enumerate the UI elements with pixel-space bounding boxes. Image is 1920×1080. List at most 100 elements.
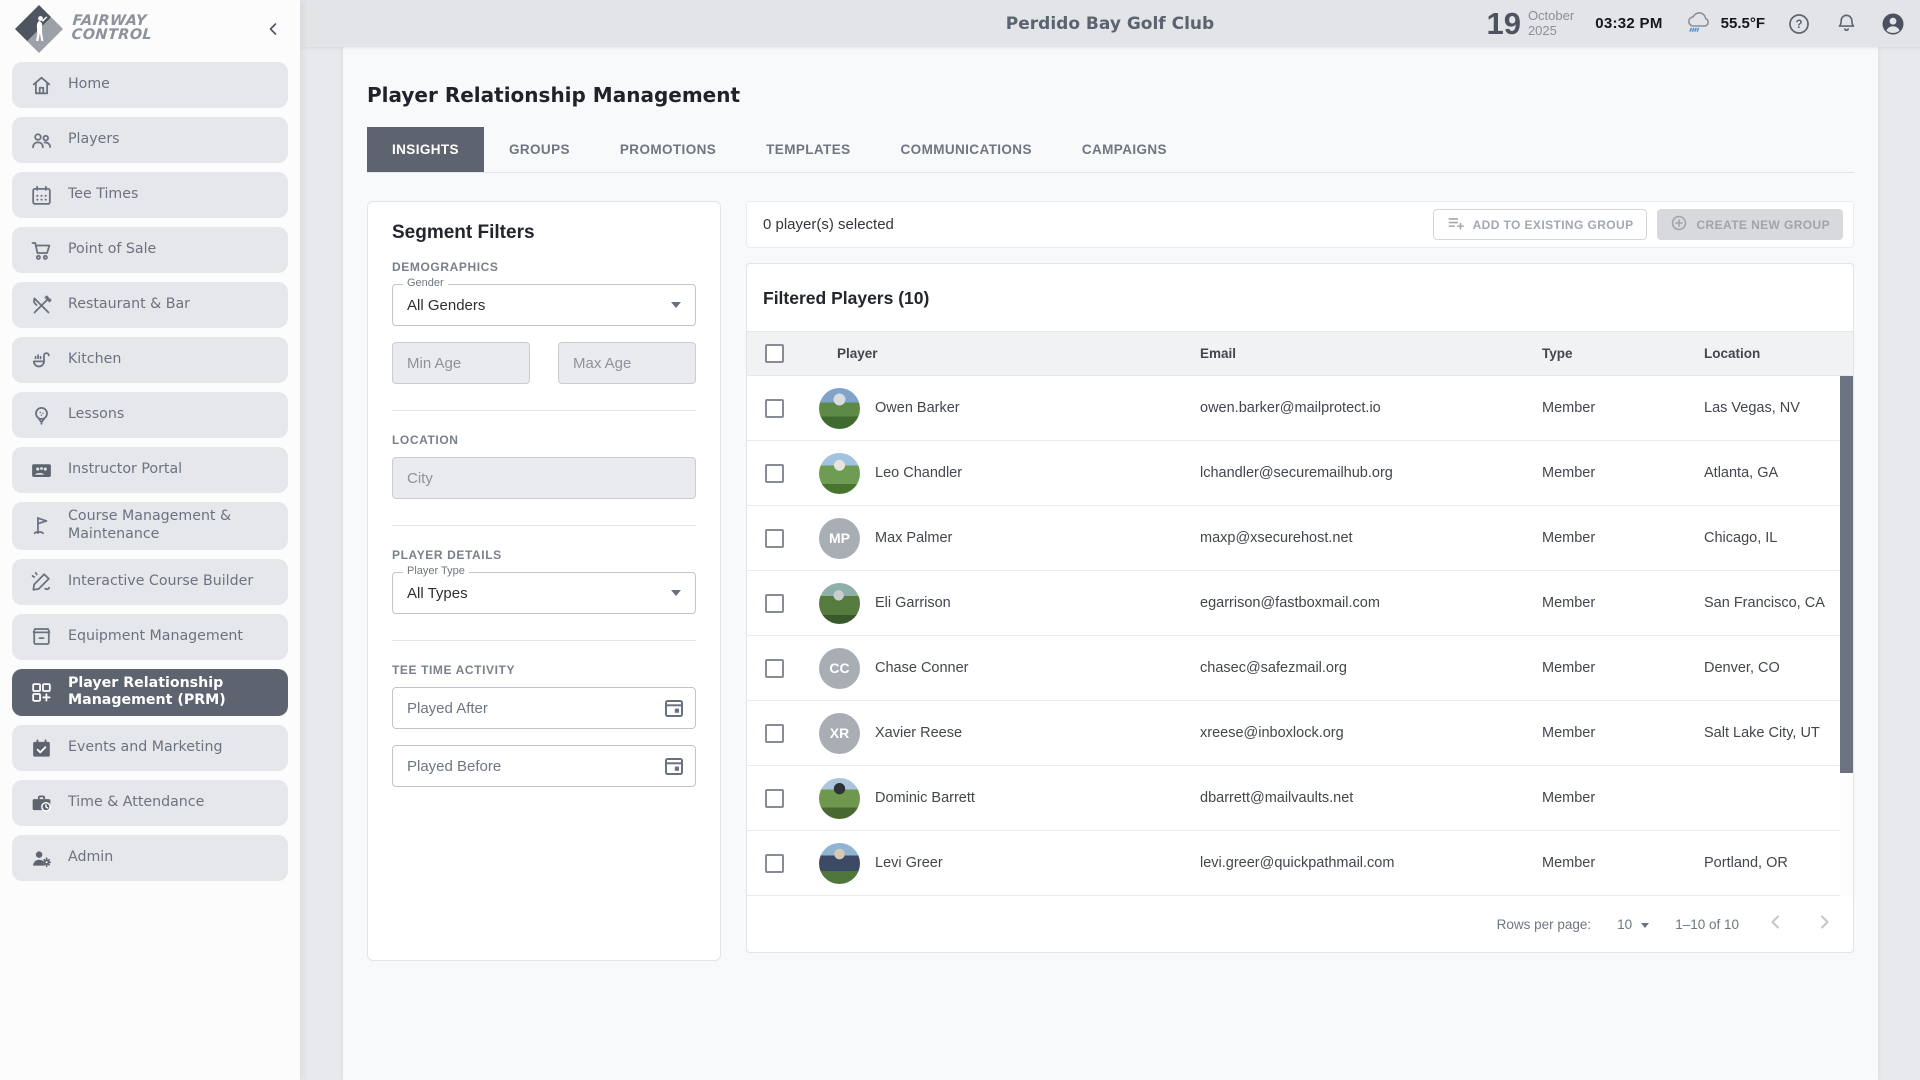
player-email: egarrison@fastboxmail.com (1200, 595, 1380, 611)
shopping-cart-icon (27, 236, 55, 264)
sidebar-item-equipment-management[interactable]: Equipment Management (12, 613, 288, 660)
player-email: chasec@safezmail.org (1200, 660, 1347, 676)
tab-campaigns[interactable]: CAMPAIGNS (1081, 142, 1167, 157)
row-checkbox[interactable] (765, 593, 784, 613)
table-row[interactable]: Leo Chandler lchandler@securemailhub.org… (747, 441, 1853, 506)
sidebar-item-time-attendance[interactable]: Time & Attendance (12, 780, 288, 826)
sidebar-item-events-marketing[interactable]: Events and Marketing (12, 725, 288, 771)
max-age-input[interactable] (558, 342, 696, 384)
clock: 03:32 PM (1595, 15, 1663, 32)
grid-plus-icon (27, 678, 55, 706)
sidebar-item-players[interactable]: Players (12, 117, 288, 163)
tab-promotions[interactable]: PROMOTIONS (619, 142, 717, 157)
sidebar-item-course-management[interactable]: Course Management & Maintenance (12, 502, 288, 550)
ladle-icon (27, 346, 55, 374)
calendar-icon[interactable] (662, 754, 686, 783)
player-location: Portland, OR (1704, 855, 1788, 871)
table-row[interactable]: Dominic Barrett dbarrett@mailvaults.net … (747, 766, 1853, 831)
previous-page-button[interactable] (1765, 911, 1787, 937)
player-type: Member (1542, 595, 1596, 611)
row-checkbox[interactable] (765, 723, 784, 743)
divider (392, 525, 696, 526)
add-to-existing-group-button[interactable]: ADD TO EXISTING GROUP (1432, 209, 1648, 240)
select-all-checkbox[interactable] (765, 344, 784, 363)
player-type-select[interactable]: Player Type All Types (392, 565, 696, 614)
player-name: Max Palmer (875, 530, 953, 546)
sidebar-collapse-button[interactable] (260, 16, 286, 42)
column-header-player: Player (837, 346, 878, 361)
player-location: Denver, CO (1704, 660, 1780, 676)
location-label: LOCATION (392, 433, 459, 447)
chevron-down-icon (671, 590, 681, 596)
played-before-input[interactable] (392, 745, 696, 787)
player-name: Xavier Reese (875, 725, 963, 741)
filtered-players-title: Filtered Players (10) (763, 288, 930, 308)
notifications-bell-button[interactable] (1833, 11, 1859, 37)
pagination-bar: Rows per page: 10 1–10 of 10 (747, 896, 1853, 952)
min-age-input[interactable] (392, 342, 530, 384)
tab-insights[interactable]: INSIGHTS (367, 127, 484, 172)
player-avatar: CC (819, 647, 860, 689)
create-new-group-button[interactable]: CREATE NEW GROUP (1657, 209, 1843, 240)
calendar-icon[interactable] (662, 696, 686, 725)
tab-groups[interactable]: GROUPS (508, 142, 570, 157)
table-row[interactable]: Eli Garrison egarrison@fastboxmail.com M… (747, 571, 1853, 636)
sidebar-item-tee-times[interactable]: Tee Times (12, 172, 288, 218)
player-type: Member (1542, 855, 1596, 871)
player-name: Eli Garrison (875, 595, 951, 611)
player-email: dbarrett@mailvaults.net (1200, 790, 1354, 806)
selected-count-text: 0 player(s) selected (763, 216, 894, 233)
row-checkbox[interactable] (765, 398, 784, 418)
player-type: Member (1542, 465, 1596, 481)
rows-per-page-select[interactable]: 10 (1617, 917, 1650, 932)
svg-text:?: ? (1795, 19, 1802, 31)
table-row[interactable]: Levi Greer levi.greer@quickpathmail.com … (747, 831, 1853, 896)
sidebar-item-point-of-sale[interactable]: Point of Sale (12, 227, 288, 273)
table-row[interactable]: CC Chase Conner chasec@safezmail.org Mem… (747, 636, 1853, 701)
fairway-control-logo: FAIRWAY CONTROL (14, 4, 260, 54)
table-row[interactable]: Owen Barker owen.barker@mailprotect.io M… (747, 376, 1853, 441)
sidebar-item-kitchen[interactable]: Kitchen (12, 337, 288, 383)
demographics-label: DEMOGRAPHICS (392, 260, 499, 274)
sidebar-item-lessons[interactable]: Lessons (12, 392, 288, 438)
sidebar-item-home[interactable]: Home (12, 62, 288, 108)
table-row[interactable]: MP Max Palmer maxp@xsecurehost.net Membe… (747, 506, 1853, 571)
player-location: Las Vegas, NV (1704, 400, 1800, 416)
pencil-draw-icon (27, 568, 55, 596)
next-page-button[interactable] (1813, 911, 1835, 937)
row-checkbox[interactable] (765, 853, 784, 873)
tab-communications[interactable]: COMMUNICATIONS (900, 142, 1032, 157)
player-avatar (819, 387, 860, 429)
fork-knife-icon (27, 291, 55, 319)
row-checkbox[interactable] (765, 658, 784, 678)
rows-per-page-label: Rows per page: (1496, 916, 1592, 932)
filtered-players-card: Filtered Players (10) Player Email Type … (746, 263, 1854, 953)
row-checkbox[interactable] (765, 463, 784, 483)
help-button[interactable]: ? (1786, 11, 1812, 37)
tee-time-activity-label: TEE TIME ACTIVITY (392, 663, 516, 677)
table-scrollbar-thumb[interactable] (1840, 376, 1853, 773)
account-avatar-button[interactable] (1880, 11, 1906, 37)
sidebar-item-player-relationship-management[interactable]: Player Relationship Management (PRM) (12, 668, 288, 716)
player-email: maxp@xsecurehost.net (1200, 530, 1353, 546)
sidebar-item-admin[interactable]: Admin (12, 835, 288, 881)
person-gear-icon (27, 844, 55, 872)
row-checkbox[interactable] (765, 528, 784, 548)
table-row[interactable]: XR Xavier Reese xreese@inboxlock.org Mem… (747, 701, 1853, 766)
table-header-row: Player Email Type Location (747, 331, 1853, 376)
playlist-add-icon (1447, 214, 1465, 235)
gender-select[interactable]: Gender All Genders (392, 277, 696, 326)
city-input[interactable] (392, 457, 696, 499)
player-type: Member (1542, 660, 1596, 676)
topbar: Perdido Bay Golf Club 19 October 2025 03… (300, 0, 1920, 47)
sidebar-item-restaurant-bar[interactable]: Restaurant & Bar (12, 282, 288, 328)
briefcase-clock-icon (27, 789, 55, 817)
sidebar-item-instructor-portal[interactable]: Instructor Portal (12, 447, 288, 493)
played-after-input[interactable] (392, 687, 696, 729)
row-checkbox[interactable] (765, 788, 784, 808)
tab-templates[interactable]: TEMPLATES (766, 142, 851, 157)
segment-filters-title: Segment Filters (392, 222, 535, 243)
sidebar-item-interactive-course-builder[interactable]: Interactive Course Builder (12, 558, 288, 605)
selection-bar: 0 player(s) selected ADD TO EXISTING GRO… (746, 201, 1854, 248)
column-header-email: Email (1200, 346, 1237, 361)
